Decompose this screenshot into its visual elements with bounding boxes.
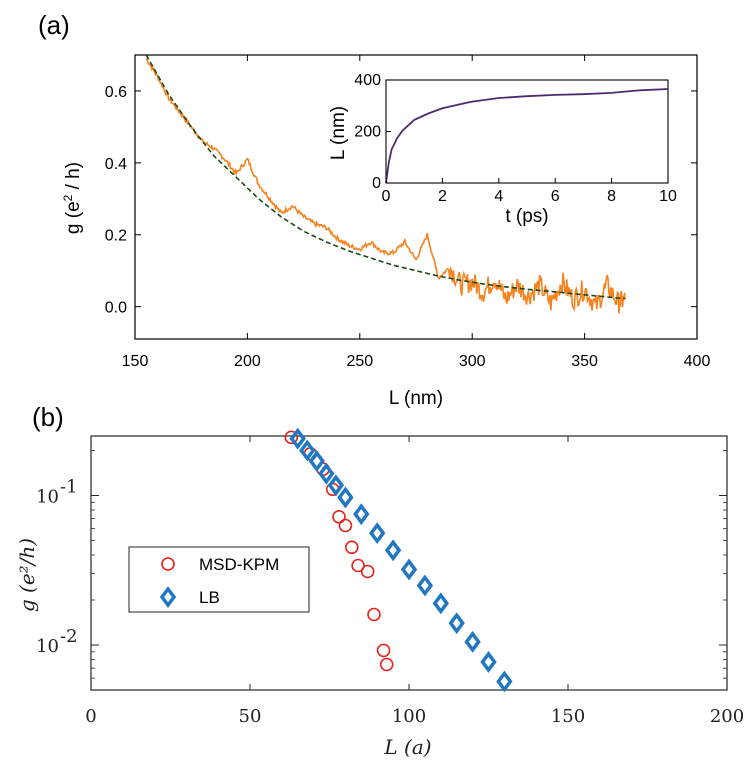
panel-a-x-tick-label: 300	[459, 353, 486, 370]
panel-b-x-axis-label: L (a)	[383, 735, 431, 759]
legend-lb-label: LB	[199, 588, 220, 607]
panel-a-y-label-suffix: / h)	[63, 162, 84, 195]
lb-point	[384, 539, 402, 562]
panel-a-y-axis-label: g (e2 / h)	[61, 162, 84, 234]
inset-y-tick-label: 200	[354, 124, 381, 141]
legend-box	[128, 546, 310, 613]
msd-kpm-point	[338, 518, 353, 533]
panel-a-y-tick-label: 0.0	[105, 300, 127, 317]
panel-b-x-tick-label: 0	[85, 706, 96, 727]
lb-point	[318, 462, 335, 485]
msd-kpm-point	[360, 564, 375, 579]
panel-a-plot-frame	[134, 54, 698, 340]
legend: MSD-KPM LB	[128, 546, 310, 613]
panel-b-y-tick-exponent: -2	[60, 626, 78, 647]
panel-a-y-label-prefix: g (e	[63, 201, 84, 234]
msd-kpm-point	[284, 430, 299, 445]
panel-a-label: (a)	[38, 10, 70, 40]
inset-x-tick-label: 2	[438, 188, 447, 205]
panel-a-x-tick-label: 400	[684, 353, 711, 370]
inset-x-tick-label: 10	[659, 188, 677, 205]
panel-b-x-tick-label: 50	[239, 706, 262, 727]
inset-y-tick-label: 400	[354, 72, 381, 89]
panel-b-x-tick-label: 150	[551, 706, 585, 727]
panel-a-x-tick-label: 250	[346, 353, 373, 370]
panel-a-y-tick-label: 0.2	[105, 228, 127, 245]
msd-kpm-point	[332, 509, 346, 524]
msd-kpm-point	[367, 607, 381, 622]
inset-y-tick-label: 0	[372, 175, 381, 192]
inset-x-tick-label: 0	[382, 188, 391, 205]
panel-a-inset: 0 2 4 6 8 10 0 200 400 t (ps) L (nm)	[328, 72, 677, 227]
panel-a-y-label-superscript: 2	[61, 194, 75, 201]
msd-kpm-point	[344, 540, 359, 555]
inset-y-axis-label: L (nm)	[328, 106, 349, 160]
panel-a-y-tick-label: 0.4	[105, 156, 127, 173]
inset-ticks: 0 2 4 6 8 10 0 200 400	[354, 72, 677, 205]
panel-a-x-tick-label: 350	[571, 353, 598, 370]
lb-point	[369, 522, 386, 545]
legend-msd-kpm-marker	[161, 557, 175, 571]
panel-b-label: (b)	[32, 402, 64, 432]
simulation-series-line	[145, 58, 626, 314]
lb-point	[327, 474, 345, 497]
lb-point	[337, 486, 354, 509]
lb-point	[464, 630, 481, 653]
panel-b-points	[284, 427, 513, 693]
legend-msd-kpm-label: MSD-KPM	[199, 555, 279, 574]
panel-a-x-tick-label: 150	[122, 353, 149, 370]
panel-a-x-axis-label: L (nm)	[389, 388, 443, 409]
inset-curve-group	[385, 88, 669, 184]
lb-point	[496, 670, 513, 693]
lb-point	[432, 592, 449, 615]
legend-lb-marker	[159, 586, 177, 608]
panel-b-x-tick-label: 100	[392, 706, 426, 727]
lb-point	[416, 574, 434, 597]
msd-kpm-point	[351, 558, 365, 573]
panel-b-x-tick-label: 200	[710, 706, 744, 727]
msd-kpm-point	[379, 657, 394, 672]
lb-point	[448, 612, 465, 635]
inset-x-tick-label: 8	[607, 188, 616, 205]
inset-plot-frame	[385, 79, 669, 184]
msd-kpm-point	[376, 643, 391, 658]
inset-x-tick-label: 6	[551, 188, 560, 205]
panel-b-y-tick-label: 10	[36, 486, 59, 507]
lb-point	[480, 651, 497, 673]
lb-point	[299, 439, 316, 462]
panel-b-y-tick-exponent: -1	[60, 476, 78, 497]
panel-a-curves	[145, 54, 626, 314]
panel-b-y-axis-label: g (e²/h)	[15, 538, 39, 612]
lb-point	[308, 450, 325, 472]
panel-a-y-tick-label: 0.6	[105, 84, 127, 101]
panel-a-x-tick-label: 200	[234, 353, 261, 370]
inset-x-axis-label: t (ps)	[505, 206, 548, 227]
lb-point	[400, 558, 418, 581]
fit-series-line	[145, 54, 626, 300]
panel-b-y-tick-label: 10	[36, 636, 59, 657]
lb-point	[289, 427, 306, 450]
inset-x-tick-label: 4	[494, 188, 503, 205]
lb-point	[353, 503, 370, 526]
inset-series-line	[385, 88, 669, 184]
